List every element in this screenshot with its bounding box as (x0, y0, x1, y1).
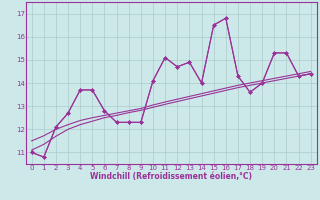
X-axis label: Windchill (Refroidissement éolien,°C): Windchill (Refroidissement éolien,°C) (90, 172, 252, 181)
